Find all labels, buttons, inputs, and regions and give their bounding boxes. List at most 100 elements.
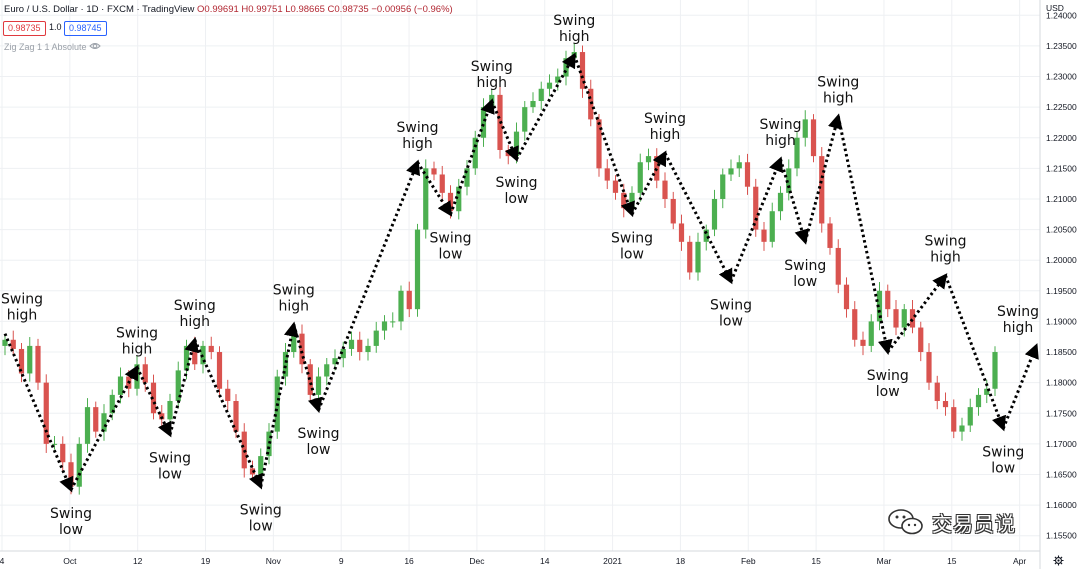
x-tick-label: Apr xyxy=(1013,556,1026,566)
candle xyxy=(728,159,734,181)
candle xyxy=(357,331,363,361)
zigzag-segment xyxy=(69,364,139,491)
candle xyxy=(604,159,610,190)
candle xyxy=(406,281,412,318)
candle xyxy=(324,357,330,386)
candle xyxy=(959,417,965,441)
candle xyxy=(868,314,874,352)
candle xyxy=(216,346,223,397)
indicator-label[interactable]: Zig Zag 1 1 Absolute xyxy=(4,42,87,52)
y-tick-label: 1.20500 xyxy=(1046,225,1077,235)
candle xyxy=(472,130,478,175)
candle xyxy=(390,312,396,328)
symbol-header[interactable]: Euro / U.S. Dollar · 1D · FXCM · Trading… xyxy=(4,4,453,15)
x-tick-label: Mar xyxy=(877,556,892,566)
zigzag-segment xyxy=(572,54,635,218)
svg-text:Swing: Swing xyxy=(760,117,802,133)
zigzag-segment xyxy=(317,159,421,411)
candle xyxy=(852,301,858,347)
candle xyxy=(431,161,437,181)
candle xyxy=(926,343,932,390)
sell-price-box[interactable]: 0.98735 xyxy=(3,21,46,36)
candle xyxy=(258,448,264,484)
y-tick-label: 1.19500 xyxy=(1046,286,1077,296)
svg-text:high: high xyxy=(765,133,796,149)
svg-text:Swing: Swing xyxy=(496,175,538,191)
svg-text:low: low xyxy=(307,442,331,458)
candlestick-series xyxy=(2,43,998,495)
candle xyxy=(109,389,115,421)
svg-text:high: high xyxy=(179,314,210,330)
svg-text:high: high xyxy=(476,75,507,91)
candle xyxy=(810,114,817,163)
candle xyxy=(35,338,41,390)
candle xyxy=(612,175,619,200)
swing-labels: SwinghighSwinglowSwinghighSwinglowSwingh… xyxy=(1,13,1039,538)
svg-text:low: low xyxy=(59,522,83,538)
svg-text:Swing: Swing xyxy=(784,258,826,274)
candle xyxy=(769,202,775,248)
zigzag-segment xyxy=(490,100,519,162)
buy-price-box[interactable]: 0.98745 xyxy=(64,21,107,36)
svg-text:Swing: Swing xyxy=(240,503,282,519)
candle xyxy=(522,101,528,141)
wechat-icon xyxy=(888,509,923,535)
candle xyxy=(10,330,16,356)
x-tick-label: 19 xyxy=(201,556,211,566)
zigzag-segment xyxy=(729,156,783,283)
y-tick-label: 1.18500 xyxy=(1046,347,1077,357)
svg-text:low: low xyxy=(249,519,273,535)
svg-text:low: low xyxy=(439,246,463,262)
candle xyxy=(142,356,148,392)
candle xyxy=(942,392,949,416)
candle xyxy=(101,404,107,441)
candle xyxy=(307,359,313,403)
svg-text:Swing: Swing xyxy=(997,304,1039,320)
candle xyxy=(208,336,214,360)
candle xyxy=(282,343,289,386)
time-axis: 4 Oct 12 19 Nov 9 16 Dec 14 2021 18 Feb 15 Mar 15 Apr xyxy=(0,556,1026,566)
zigzag-segment xyxy=(1001,343,1039,430)
candle xyxy=(703,224,709,251)
candle xyxy=(819,147,825,233)
svg-text:high: high xyxy=(930,250,961,266)
candle xyxy=(126,370,132,398)
currency-label[interactable]: USD xyxy=(1046,3,1064,13)
x-tick-label: Dec xyxy=(469,556,485,566)
candle xyxy=(827,217,833,255)
candle xyxy=(43,374,49,453)
svg-text:low: low xyxy=(158,467,182,483)
svg-text:high: high xyxy=(559,29,590,45)
svg-text:Swing: Swing xyxy=(611,230,653,246)
zigzag-segment xyxy=(449,98,495,215)
y-tick-label: 1.21500 xyxy=(1046,163,1077,173)
zigzag-segment xyxy=(135,366,172,438)
spread-value: 1.0 xyxy=(49,22,62,32)
candle xyxy=(398,285,404,331)
x-tick-label: 16 xyxy=(404,556,414,566)
candle xyxy=(291,327,297,358)
zigzag-segment xyxy=(193,339,263,490)
candle xyxy=(893,300,899,336)
svg-text:Swing: Swing xyxy=(397,120,439,136)
candle xyxy=(744,153,751,195)
svg-text:Swing: Swing xyxy=(553,13,595,29)
x-tick-label: 15 xyxy=(947,556,957,566)
zigzag-series xyxy=(3,52,1039,493)
candle xyxy=(134,355,140,396)
candle xyxy=(901,304,907,337)
candle xyxy=(711,189,718,237)
svg-text:high: high xyxy=(402,136,433,152)
gear-icon[interactable] xyxy=(1053,555,1064,566)
eye-icon[interactable] xyxy=(89,41,101,51)
x-tick-label: Oct xyxy=(63,556,77,566)
zigzag-segment xyxy=(836,116,893,355)
